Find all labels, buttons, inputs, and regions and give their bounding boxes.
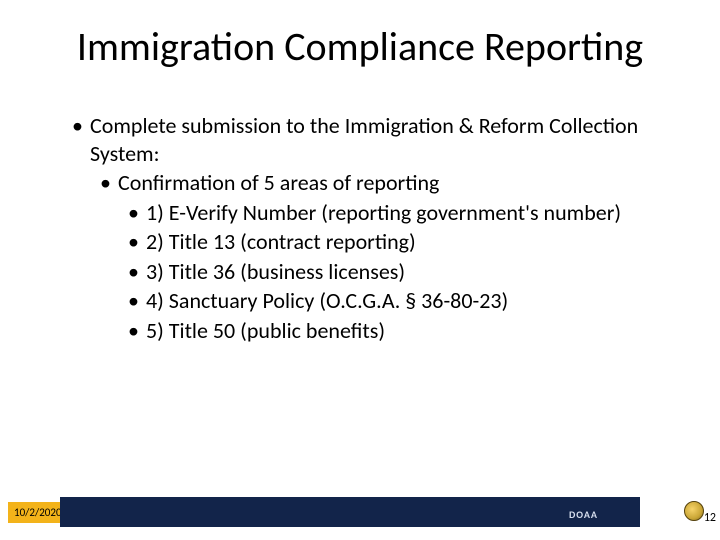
bullet-level3-item: 5) Title 50 (public benefits) xyxy=(128,317,672,345)
page-number: 12 xyxy=(704,511,716,525)
slide-footer: 10/2/2020 DOAA 12 xyxy=(0,493,720,529)
slide-title: Immigration Compliance Reporting xyxy=(0,22,720,71)
bullet-level3-item: 2) Title 13 (contract reporting) xyxy=(128,228,672,256)
bullet-level3-item: 1) E-Verify Number (reporting government… xyxy=(128,199,672,227)
seal-icon xyxy=(684,501,704,521)
slide: Immigration Compliance Reporting Complet… xyxy=(0,0,720,540)
bullet-level3-item: 4) Sanctuary Policy (O.C.G.A. § 36-80-23… xyxy=(128,287,672,315)
bullet-level1: Complete submission to the Immigration &… xyxy=(72,112,672,167)
bullet-level3-item: 3) Title 36 (business licenses) xyxy=(128,258,672,286)
footer-bar: DOAA xyxy=(60,497,640,527)
footer-logo: DOAA xyxy=(569,508,598,521)
footer-logo-text: DOAA xyxy=(569,508,598,521)
bullet-level2: Confirmation of 5 areas of reporting xyxy=(100,169,672,197)
slide-body: Complete submission to the Immigration &… xyxy=(72,112,672,346)
footer-date: 10/2/2020 xyxy=(8,502,68,523)
